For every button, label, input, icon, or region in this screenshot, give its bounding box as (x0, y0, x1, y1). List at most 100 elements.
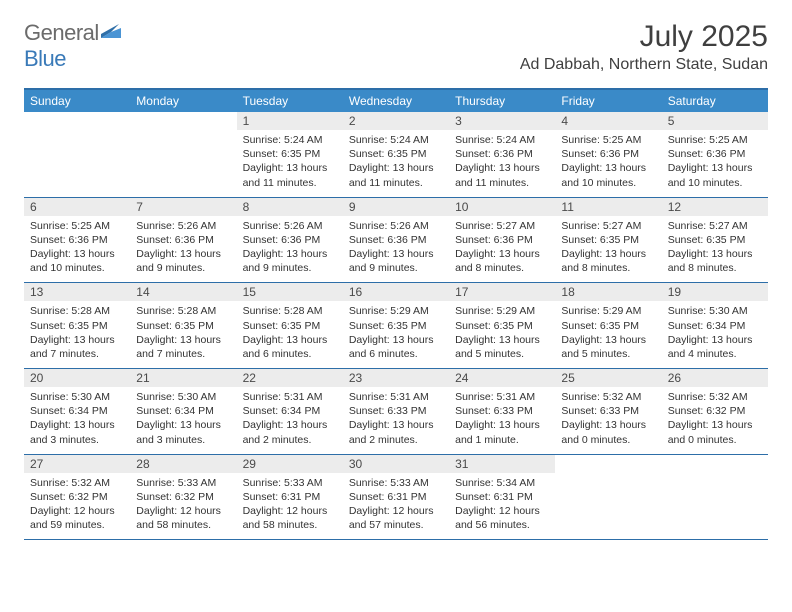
day-number: 16 (343, 283, 449, 301)
day-cell: 25Sunrise: 5:32 AMSunset: 6:33 PMDayligh… (555, 369, 661, 455)
sunset-text: Sunset: 6:35 PM (136, 319, 230, 333)
daylight-text: Daylight: 13 hours and 1 minute. (455, 418, 549, 446)
day-data: Sunrise: 5:25 AMSunset: 6:36 PMDaylight:… (555, 130, 661, 197)
day-data: Sunrise: 5:32 AMSunset: 6:32 PMDaylight:… (24, 473, 130, 540)
day-data: Sunrise: 5:33 AMSunset: 6:32 PMDaylight:… (130, 473, 236, 540)
sunset-text: Sunset: 6:36 PM (243, 233, 337, 247)
day-data: Sunrise: 5:27 AMSunset: 6:35 PMDaylight:… (555, 216, 661, 283)
day-cell (130, 112, 236, 197)
sunset-text: Sunset: 6:32 PM (668, 404, 762, 418)
sunrise-text: Sunrise: 5:27 AM (561, 219, 655, 233)
sunset-text: Sunset: 6:35 PM (30, 319, 124, 333)
dow-monday: Monday (130, 89, 236, 112)
day-data: Sunrise: 5:25 AMSunset: 6:36 PMDaylight:… (662, 130, 768, 197)
day-data: Sunrise: 5:29 AMSunset: 6:35 PMDaylight:… (343, 301, 449, 368)
week-row: 27Sunrise: 5:32 AMSunset: 6:32 PMDayligh… (24, 454, 768, 540)
sunset-text: Sunset: 6:36 PM (30, 233, 124, 247)
day-number: 29 (237, 455, 343, 473)
sunrise-text: Sunrise: 5:31 AM (455, 390, 549, 404)
day-cell: 29 Sunrise: 5:33 AMSunset: 6:31 PMDayligh… (237, 454, 343, 540)
day-cell: 24Sunrise: 5:31 AMSunset: 6:33 PMDayligh… (449, 369, 555, 455)
day-data (24, 130, 130, 184)
sunrise-text: Sunrise: 5:28 AM (243, 304, 337, 318)
daylight-text: Daylight: 13 hours and 8 minutes. (455, 247, 549, 275)
sunset-text: Sunset: 6:34 PM (136, 404, 230, 418)
daylight-text: Daylight: 13 hours and 10 minutes. (668, 161, 762, 189)
day-cell: 6Sunrise: 5:25 AMSunset: 6:36 PMDaylight… (24, 197, 130, 283)
daylight-text: Daylight: 12 hours and 58 minutes. (243, 504, 337, 532)
sunrise-text: Sunrise: 5:33 AM (243, 476, 337, 490)
day-cell: 23Sunrise: 5:31 AMSunset: 6:33 PMDayligh… (343, 369, 449, 455)
sunrise-text: Sunrise: 5:26 AM (349, 219, 443, 233)
dow-wednesday: Wednesday (343, 89, 449, 112)
day-cell: 31Sunrise: 5:34 AMSunset: 6:31 PMDayligh… (449, 454, 555, 540)
day-data: Sunrise: 5:32 AMSunset: 6:32 PMDaylight:… (662, 387, 768, 454)
sunrise-text: Sunrise: 5:25 AM (30, 219, 124, 233)
sunset-text: Sunset: 6:36 PM (668, 147, 762, 161)
day-cell: 17Sunrise: 5:29 AMSunset: 6:35 PMDayligh… (449, 283, 555, 369)
day-number: 30 (343, 455, 449, 473)
sunset-text: Sunset: 6:36 PM (455, 233, 549, 247)
day-cell: 21Sunrise: 5:30 AMSunset: 6:34 PMDayligh… (130, 369, 236, 455)
sunset-text: Sunset: 6:35 PM (561, 233, 655, 247)
daylight-text: Daylight: 12 hours and 56 minutes. (455, 504, 549, 532)
day-number (662, 455, 768, 473)
day-cell: 1Sunrise: 5:24 AMSunset: 6:35 PMDaylight… (237, 112, 343, 197)
brand-logo: GeneralBlue (24, 20, 123, 72)
logo-flag-icon (101, 20, 123, 45)
day-cell (662, 454, 768, 540)
sunset-text: Sunset: 6:32 PM (136, 490, 230, 504)
day-data: Sunrise: 5:29 AMSunset: 6:35 PMDaylight:… (449, 301, 555, 368)
dow-thursday: Thursday (449, 89, 555, 112)
day-cell (555, 454, 661, 540)
day-number: 27 (24, 455, 130, 473)
daylight-text: Daylight: 13 hours and 11 minutes. (455, 161, 549, 189)
sunset-text: Sunset: 6:34 PM (243, 404, 337, 418)
sunrise-text: Sunrise: 5:26 AM (136, 219, 230, 233)
daylight-text: Daylight: 13 hours and 3 minutes. (136, 418, 230, 446)
daylight-text: Daylight: 13 hours and 0 minutes. (668, 418, 762, 446)
dow-header-row: Sunday Monday Tuesday Wednesday Thursday… (24, 89, 768, 112)
day-cell: 16Sunrise: 5:29 AMSunset: 6:35 PMDayligh… (343, 283, 449, 369)
sunset-text: Sunset: 6:36 PM (136, 233, 230, 247)
daylight-text: Daylight: 13 hours and 4 minutes. (668, 333, 762, 361)
day-number: 28 (130, 455, 236, 473)
day-number (130, 112, 236, 130)
sunrise-text: Sunrise: 5:27 AM (455, 219, 549, 233)
day-number: 25 (555, 369, 661, 387)
logo-text-2: Blue (24, 46, 66, 71)
title-block: July 2025 Ad Dabbah, Northern State, Sud… (520, 20, 768, 74)
day-cell: 4Sunrise: 5:25 AMSunset: 6:36 PMDaylight… (555, 112, 661, 197)
day-number: 17 (449, 283, 555, 301)
day-number: 2 (343, 112, 449, 130)
sunrise-text: Sunrise: 5:26 AM (243, 219, 337, 233)
week-row: 6Sunrise: 5:25 AMSunset: 6:36 PMDaylight… (24, 197, 768, 283)
daylight-text: Daylight: 13 hours and 11 minutes. (349, 161, 443, 189)
day-cell: 28Sunrise: 5:33 AMSunset: 6:32 PMDayligh… (130, 454, 236, 540)
daylight-text: Daylight: 13 hours and 9 minutes. (349, 247, 443, 275)
day-data: Sunrise: 5:31 AMSunset: 6:33 PMDaylight:… (449, 387, 555, 454)
day-data: Sunrise: 5:28 AMSunset: 6:35 PMDaylight:… (24, 301, 130, 368)
sunset-text: Sunset: 6:31 PM (243, 490, 337, 504)
day-data: Sunrise: 5:25 AMSunset: 6:36 PMDaylight:… (24, 216, 130, 283)
sunset-text: Sunset: 6:35 PM (349, 147, 443, 161)
day-cell: 19Sunrise: 5:30 AMSunset: 6:34 PMDayligh… (662, 283, 768, 369)
day-data: Sunrise: 5:26 AMSunset: 6:36 PMDaylight:… (343, 216, 449, 283)
day-number: 7 (130, 198, 236, 216)
day-number: 6 (24, 198, 130, 216)
sunrise-text: Sunrise: 5:34 AM (455, 476, 549, 490)
day-number: 21 (130, 369, 236, 387)
day-data: Sunrise: 5:28 AMSunset: 6:35 PMDaylight:… (237, 301, 343, 368)
day-data: Sunrise: 5:34 AMSunset: 6:31 PMDaylight:… (449, 473, 555, 540)
week-row: 1Sunrise: 5:24 AMSunset: 6:35 PMDaylight… (24, 112, 768, 197)
day-data: Sunrise: 5:26 AMSunset: 6:36 PMDaylight:… (237, 216, 343, 283)
sunrise-text: Sunrise: 5:29 AM (455, 304, 549, 318)
daylight-text: Daylight: 13 hours and 5 minutes. (561, 333, 655, 361)
sunrise-text: Sunrise: 5:24 AM (455, 133, 549, 147)
daylight-text: Daylight: 13 hours and 10 minutes. (561, 161, 655, 189)
dow-tuesday: Tuesday (237, 89, 343, 112)
week-row: 13Sunrise: 5:28 AMSunset: 6:35 PMDayligh… (24, 283, 768, 369)
day-cell: 8Sunrise: 5:26 AMSunset: 6:36 PMDaylight… (237, 197, 343, 283)
day-cell: 27Sunrise: 5:32 AMSunset: 6:32 PMDayligh… (24, 454, 130, 540)
calendar-body: 1Sunrise: 5:24 AMSunset: 6:35 PMDaylight… (24, 112, 768, 540)
